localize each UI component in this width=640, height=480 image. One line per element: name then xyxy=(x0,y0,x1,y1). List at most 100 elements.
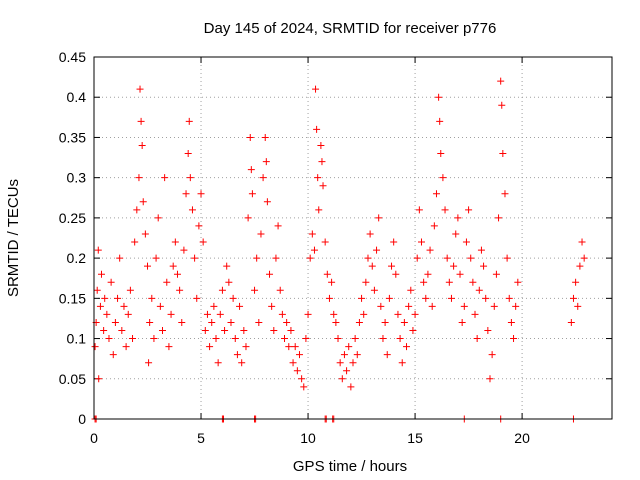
data-point xyxy=(302,335,310,343)
data-point xyxy=(368,262,376,270)
data-point xyxy=(480,262,488,270)
data-point xyxy=(353,351,361,359)
data-point xyxy=(111,318,119,326)
data-point xyxy=(191,254,199,262)
data-point xyxy=(580,254,588,262)
data-point xyxy=(454,214,462,222)
y-tick-label: 0.35 xyxy=(59,129,86,145)
data-point xyxy=(349,359,357,367)
data-point xyxy=(576,262,584,270)
data-point xyxy=(176,286,184,294)
data-point xyxy=(362,278,370,286)
data-point xyxy=(136,85,144,93)
data-point xyxy=(287,327,295,335)
data-point xyxy=(426,246,434,254)
data-point xyxy=(255,318,263,326)
x-axis-label: GPS time / hours xyxy=(293,458,407,475)
data-point xyxy=(403,343,411,351)
data-point xyxy=(263,198,271,206)
data-point xyxy=(394,310,402,318)
data-point xyxy=(158,327,166,335)
data-point xyxy=(248,190,256,198)
data-point xyxy=(144,262,152,270)
data-point xyxy=(154,214,162,222)
data-point xyxy=(437,150,445,158)
chart-title: Day 145 of 2024, SRMTID for receiver p77… xyxy=(204,20,497,37)
data-point xyxy=(285,343,293,351)
data-point xyxy=(413,254,421,262)
data-point xyxy=(116,254,124,262)
y-tick-label: 0.4 xyxy=(67,89,87,105)
data-point xyxy=(321,238,329,246)
data-point xyxy=(208,318,216,326)
y-tick-label: 0.1 xyxy=(67,331,87,347)
data-point xyxy=(498,101,506,109)
data-point xyxy=(314,174,322,182)
data-point xyxy=(247,166,255,174)
data-point xyxy=(133,206,141,214)
data-point xyxy=(381,318,389,326)
data-point xyxy=(274,222,282,230)
data-points xyxy=(91,77,588,423)
data-point xyxy=(186,174,194,182)
data-point xyxy=(300,383,308,391)
data-point xyxy=(467,254,475,262)
data-point xyxy=(124,310,132,318)
data-point xyxy=(203,310,211,318)
data-point xyxy=(225,278,233,286)
data-point xyxy=(484,327,492,335)
data-point xyxy=(462,238,470,246)
x-tick-labels: 0 5 10 15 20 xyxy=(90,430,530,446)
data-point xyxy=(445,278,453,286)
data-point xyxy=(276,286,284,294)
plot-frame xyxy=(93,56,613,420)
data-point xyxy=(145,359,153,367)
x-tick-label: 15 xyxy=(407,430,423,446)
y-tick-label: 0.15 xyxy=(59,290,86,306)
x-tick-label: 5 xyxy=(197,430,205,446)
data-point xyxy=(97,270,105,278)
data-point xyxy=(469,278,477,286)
data-point xyxy=(336,359,344,367)
data-point xyxy=(210,302,218,310)
data-point xyxy=(343,367,351,375)
data-point xyxy=(306,254,314,262)
data-point xyxy=(259,174,267,182)
data-point xyxy=(405,302,413,310)
data-point xyxy=(503,254,511,262)
data-point xyxy=(460,302,468,310)
data-point xyxy=(364,254,372,262)
data-point xyxy=(436,117,444,125)
x-tick-label: 10 xyxy=(300,430,316,446)
data-point xyxy=(218,286,226,294)
data-point xyxy=(396,335,404,343)
data-point xyxy=(315,206,323,214)
data-point xyxy=(95,375,103,383)
data-point xyxy=(482,294,490,302)
data-point xyxy=(223,262,231,270)
data-point xyxy=(272,254,280,262)
data-point xyxy=(507,318,515,326)
data-point xyxy=(310,246,318,254)
data-point xyxy=(392,270,400,278)
data-point xyxy=(185,117,193,125)
data-point xyxy=(486,375,494,383)
data-point xyxy=(439,174,447,182)
data-point xyxy=(338,375,346,383)
x-tick-label: 20 xyxy=(514,430,530,446)
data-point xyxy=(308,230,316,238)
data-point xyxy=(257,230,265,238)
data-point xyxy=(495,214,503,222)
data-point xyxy=(409,327,417,335)
data-point xyxy=(501,190,509,198)
data-point xyxy=(100,327,108,335)
data-point xyxy=(283,318,291,326)
data-point xyxy=(567,318,575,326)
data-point xyxy=(312,85,320,93)
data-point xyxy=(91,343,99,351)
data-point xyxy=(450,262,458,270)
data-point xyxy=(261,133,269,141)
data-point xyxy=(411,310,419,318)
data-point xyxy=(317,141,325,149)
data-point xyxy=(578,238,586,246)
